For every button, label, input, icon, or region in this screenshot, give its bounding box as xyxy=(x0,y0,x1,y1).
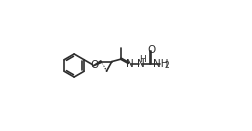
Text: NH: NH xyxy=(152,59,168,69)
Text: N: N xyxy=(136,59,144,69)
Text: O: O xyxy=(146,45,155,55)
Polygon shape xyxy=(92,61,101,66)
Text: O: O xyxy=(89,61,98,70)
Text: N: N xyxy=(125,59,133,69)
Text: 2: 2 xyxy=(164,61,168,70)
Text: H: H xyxy=(139,56,146,64)
